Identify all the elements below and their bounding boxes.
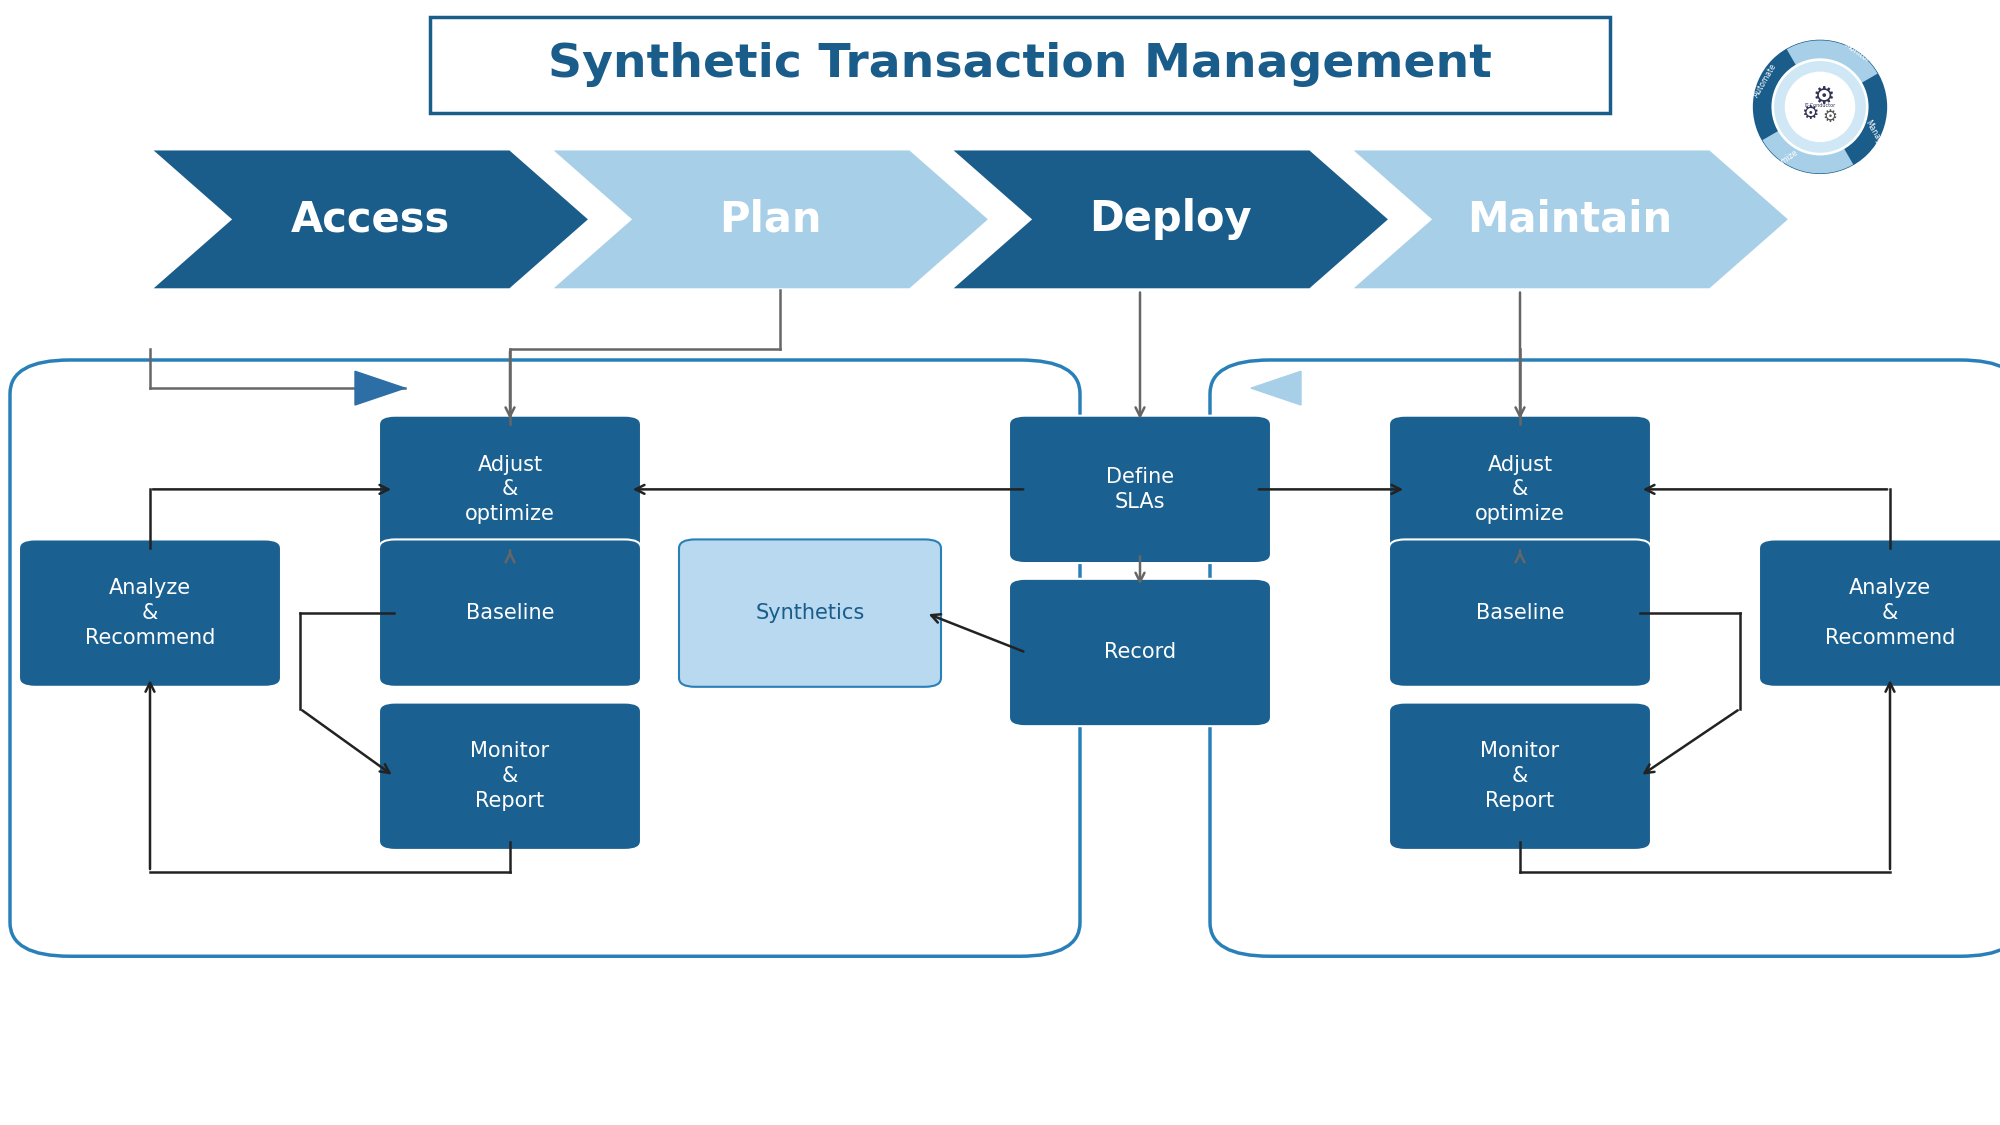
Polygon shape — [1762, 130, 1854, 173]
Text: ⚙: ⚙ — [1812, 84, 1834, 109]
Text: Baseline: Baseline — [1476, 603, 1564, 623]
Circle shape — [1774, 62, 1866, 152]
FancyBboxPatch shape — [10, 360, 1080, 956]
Text: Maintain: Maintain — [1468, 198, 1672, 241]
Text: Monitor: Monitor — [1842, 40, 1872, 64]
Text: Define
SLAs: Define SLAs — [1106, 467, 1174, 512]
FancyBboxPatch shape — [430, 17, 1610, 112]
Text: Baseline: Baseline — [466, 603, 554, 623]
Polygon shape — [1252, 371, 1300, 405]
Text: Plan: Plan — [718, 198, 822, 241]
Polygon shape — [1786, 40, 1878, 83]
Circle shape — [1754, 40, 1886, 173]
FancyBboxPatch shape — [380, 416, 640, 564]
Text: Optimize: Optimize — [1766, 147, 1800, 176]
Text: Manage: Manage — [1862, 118, 1886, 148]
Circle shape — [1772, 58, 1868, 155]
FancyBboxPatch shape — [680, 539, 942, 686]
FancyBboxPatch shape — [18, 539, 280, 686]
FancyBboxPatch shape — [380, 539, 640, 686]
Text: Automate: Automate — [1752, 62, 1778, 99]
Text: Record: Record — [1104, 642, 1176, 663]
Text: ⚙: ⚙ — [1802, 104, 1818, 123]
Text: Adjust
&
optimize: Adjust & optimize — [1476, 455, 1564, 524]
Text: ⚙: ⚙ — [1822, 108, 1838, 126]
FancyBboxPatch shape — [1008, 578, 1272, 727]
Text: Synthetics: Synthetics — [756, 603, 864, 623]
Text: Analyze
&
Recommend: Analyze & Recommend — [84, 578, 216, 648]
Text: Access: Access — [290, 198, 450, 241]
Text: Adjust
&
optimize: Adjust & optimize — [466, 455, 554, 524]
FancyBboxPatch shape — [1008, 416, 1272, 564]
FancyBboxPatch shape — [1388, 539, 1652, 686]
Text: Monitor
&
Report: Monitor & Report — [1480, 741, 1560, 811]
Text: Synthetic Transaction Management: Synthetic Transaction Management — [548, 42, 1492, 87]
Polygon shape — [950, 148, 1390, 289]
FancyBboxPatch shape — [1760, 539, 2000, 686]
Text: Monitor
&
Report: Monitor & Report — [470, 741, 550, 811]
Polygon shape — [1350, 148, 1790, 289]
Circle shape — [1786, 72, 1854, 142]
FancyBboxPatch shape — [1210, 360, 2000, 956]
Text: Deploy: Deploy — [1088, 198, 1252, 241]
Text: IT-Conductor: IT-Conductor — [1804, 104, 1836, 108]
Text: Analyze
&
Recommend: Analyze & Recommend — [1824, 578, 1956, 648]
FancyBboxPatch shape — [380, 702, 640, 850]
FancyBboxPatch shape — [1388, 702, 1652, 850]
FancyBboxPatch shape — [1388, 416, 1652, 564]
Polygon shape — [550, 148, 990, 289]
Polygon shape — [356, 371, 404, 405]
Polygon shape — [150, 148, 590, 289]
